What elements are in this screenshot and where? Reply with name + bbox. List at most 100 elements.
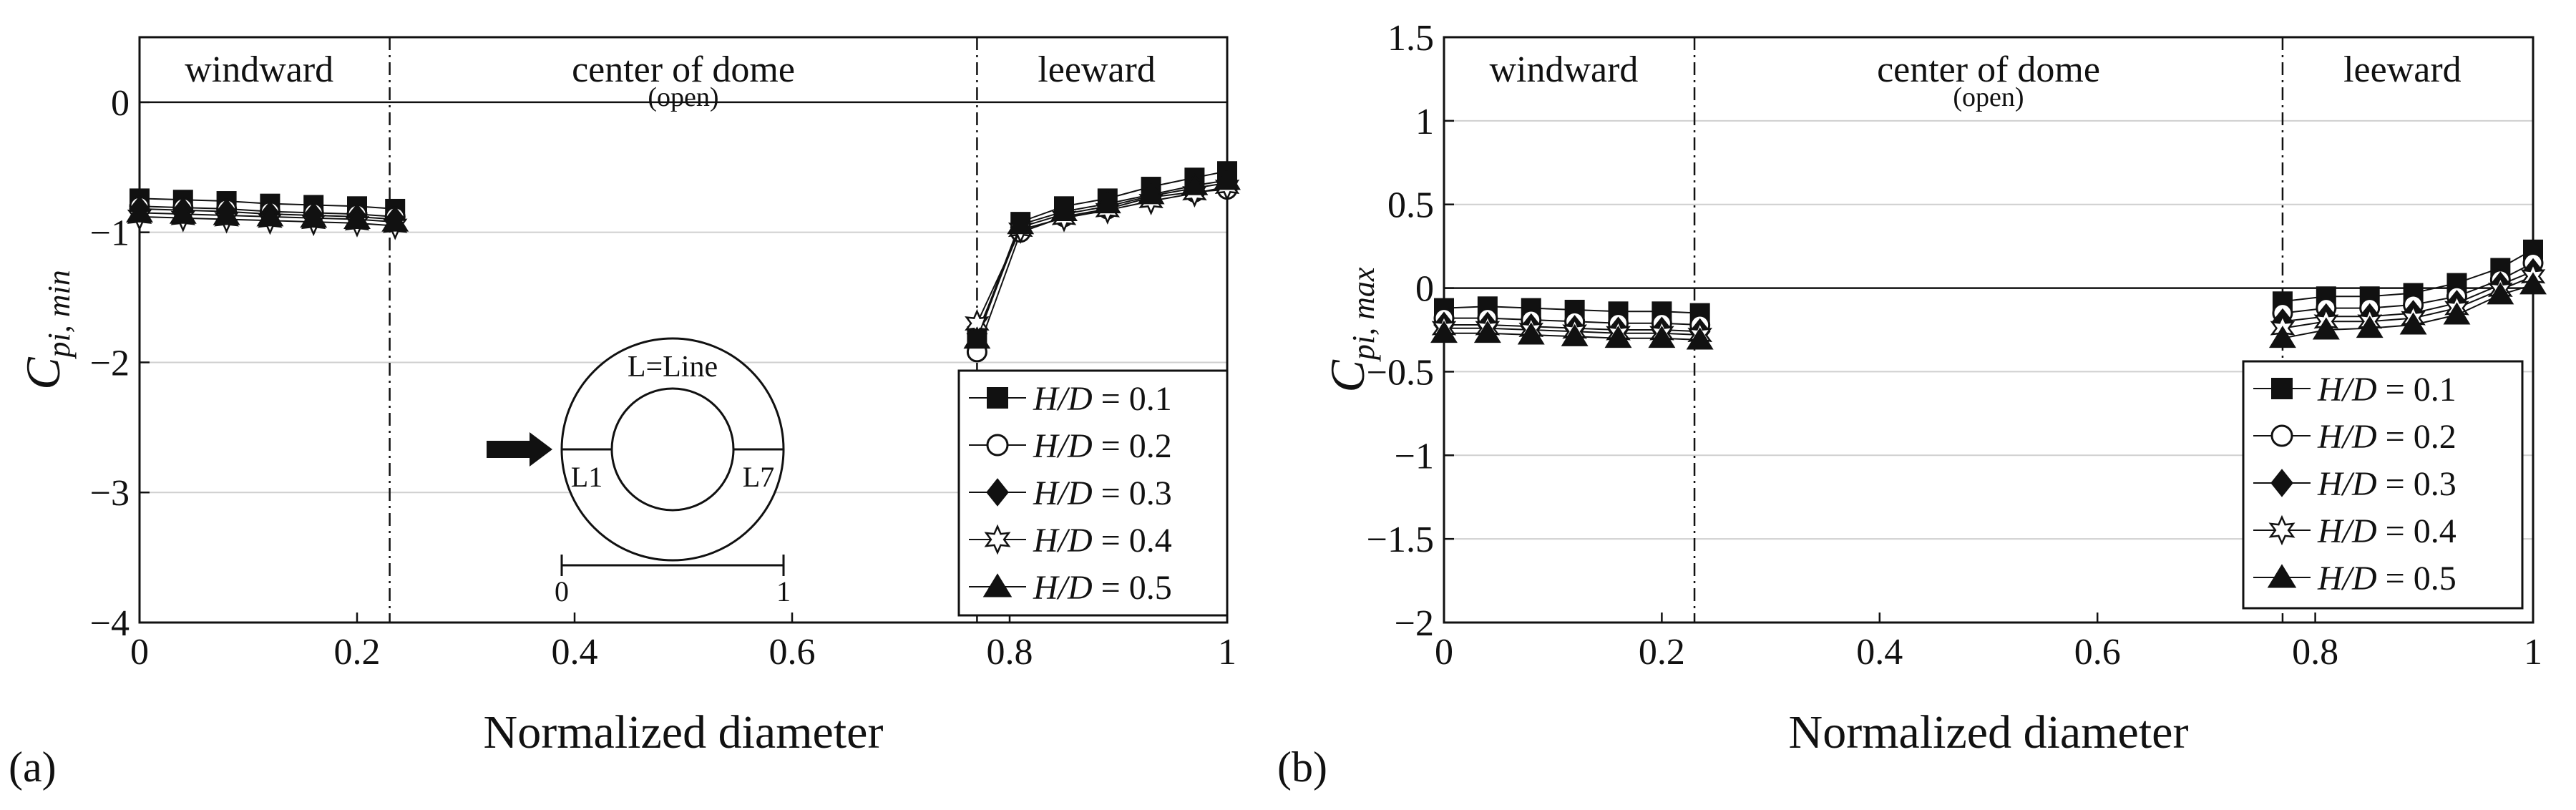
y-axis-label-main: C [1320, 359, 1375, 392]
x-axis-label: Normalized diameter [484, 706, 884, 758]
legend-label-italic: H/D [1033, 427, 1093, 465]
legend-label: H/D = 0.5 [2317, 560, 2457, 597]
legend-marker [2270, 469, 2293, 497]
y-tick-label: −1 [1395, 436, 1434, 477]
y-tick-label: −3 [90, 473, 130, 514]
legend-label: H/D = 0.3 [2317, 465, 2457, 503]
x-tick-label: 0.2 [1639, 632, 1685, 673]
legend-marker [2268, 514, 2296, 546]
scale-label-end: 1 [776, 575, 791, 608]
x-tick-label: 1 [2524, 632, 2542, 673]
data-point [2519, 272, 2547, 295]
legend-label-value: = 0.4 [1093, 522, 1172, 560]
legend-label-value: = 0.3 [1093, 474, 1172, 512]
chart-panel-b: 0 0.2 0.4 0.6 0.8 1 −2 −1.5 −1 −0.5 0 0.5 1 1.5 windwa… [1277, 18, 2547, 791]
data-point [213, 202, 240, 225]
panel-label: (a) [9, 743, 57, 791]
legend-label-italic: H/D [2317, 371, 2377, 409]
region-label: windward [185, 49, 333, 90]
data-point [343, 206, 371, 229]
region-label: leeward [1038, 49, 1156, 90]
data-point [2312, 317, 2340, 340]
legend-label: H/D = 0.4 [1033, 522, 1172, 560]
y-tick-label: 0 [111, 83, 130, 124]
legend-label-value: = 0.1 [2377, 371, 2457, 409]
legend-marker [986, 478, 1009, 507]
y-tick-label: −2 [90, 343, 130, 384]
y-tick-label: −4 [90, 603, 130, 644]
dome-inner-circle [610, 387, 735, 512]
scale-label-start: 0 [555, 575, 569, 608]
data-point [256, 204, 284, 227]
legend-label-italic: H/D [2317, 512, 2377, 550]
data-point [1648, 326, 1676, 348]
region-label: leeward [2343, 49, 2462, 90]
data-point [2443, 302, 2471, 325]
data-point [2399, 312, 2427, 335]
y-tick-label: 1 [1415, 102, 1434, 142]
y-axis-label-sub: pi, min [42, 270, 77, 359]
y-axis-label-sub: pi, max [1346, 267, 1381, 362]
x-tick-label: 1 [1218, 632, 1236, 673]
data-point [963, 326, 991, 349]
legend-label-italic: H/D [2317, 418, 2377, 456]
wind-arrow-icon [487, 432, 552, 467]
data-point [381, 209, 409, 232]
legend-label-italic: H/D [2317, 465, 2377, 503]
legend-label-italic: H/D [1033, 474, 1093, 512]
inset-title: L=Line [628, 351, 718, 384]
chart-panel-a: 0 0.2 0.4 0.6 0.8 1 −4 −3 −2 −1 0 windward center of… [9, 36, 1241, 791]
legend-label: H/D = 0.1 [1033, 380, 1172, 418]
legend-label: H/D = 0.2 [2317, 418, 2457, 456]
region-sublabel: (open) [648, 82, 718, 112]
legend-label: H/D = 0.5 [1033, 569, 1172, 607]
data-point [1093, 191, 1121, 214]
y-axis-label: Cpi, min [16, 270, 77, 390]
x-tick-label: 0.6 [2074, 632, 2121, 673]
y-tick-label: −2 [1395, 603, 1434, 644]
legend-label-italic: H/D [2317, 560, 2377, 597]
inset-label-l1: L1 [571, 461, 602, 493]
series-square-filled [130, 161, 1237, 347]
legend-marker [982, 573, 1013, 597]
x-tick-label: 0 [1435, 632, 1453, 673]
legend-marker [986, 434, 1009, 457]
plot-frame [138, 36, 1229, 624]
data-point [300, 205, 328, 228]
data-point [1604, 326, 1632, 348]
data-point [1181, 172, 1209, 195]
data-point [2268, 326, 2296, 348]
legend-label: H/D = 0.1 [2317, 371, 2457, 409]
legend-label-value: = 0.5 [1093, 569, 1172, 607]
legend-marker [2271, 378, 2293, 399]
data-point [1430, 321, 1458, 343]
data-point [169, 201, 197, 224]
inset-label-l7: L7 [743, 461, 774, 493]
data-point [1050, 199, 1078, 222]
legend-label: H/D = 0.2 [1033, 427, 1172, 465]
data-point [2356, 316, 2384, 338]
inset-diagram: L=Line L1 L7 0 1 [487, 337, 791, 608]
data-point [1561, 323, 1589, 346]
legend-marker [987, 387, 1008, 409]
data-point [126, 200, 153, 223]
region-label: windward [1489, 49, 1638, 90]
legend-label: H/D = 0.4 [2317, 512, 2457, 550]
x-tick-label: 0.6 [769, 632, 816, 673]
y-axis-label-main: C [16, 357, 70, 390]
x-tick-label: 0.8 [2292, 632, 2338, 673]
y-axis-label: Cpi, max [1320, 267, 1381, 392]
data-point [1137, 182, 1165, 205]
legend-label-italic: H/D [1033, 380, 1093, 418]
region-sublabel: (open) [1953, 82, 2024, 112]
y-tick-label: −0.5 [1367, 352, 1434, 393]
legend-label-value: = 0.2 [2377, 418, 2457, 456]
x-tick-label: 0.2 [334, 632, 381, 673]
region-label: center of dome [1877, 49, 2100, 90]
data-point [1686, 327, 1714, 350]
legend-label-value: = 0.5 [2377, 560, 2457, 597]
x-tick-label: 0.8 [987, 632, 1033, 673]
legend-marker [984, 524, 1011, 555]
x-axis-label: Normalized diameter [1789, 706, 2189, 758]
data-point [1007, 212, 1035, 235]
